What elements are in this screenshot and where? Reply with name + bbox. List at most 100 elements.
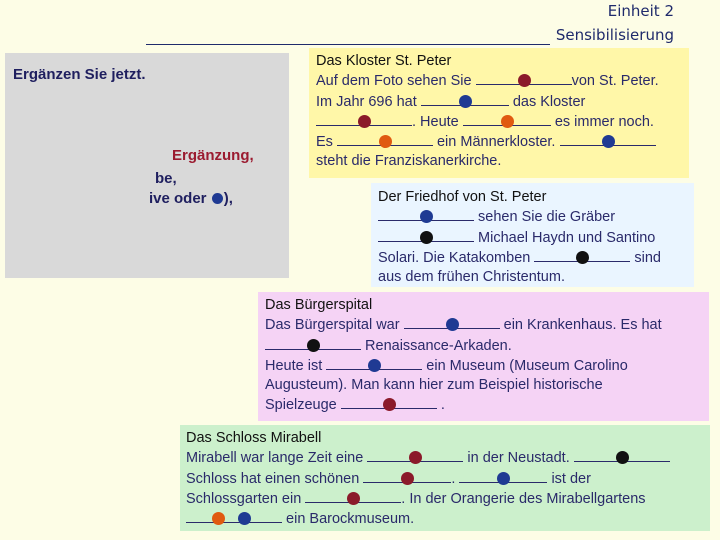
gap-field[interactable] xyxy=(367,448,464,465)
mirabell-line-1: Mirabell war lange Zeit eine in der Neus… xyxy=(186,448,710,468)
text: Es xyxy=(316,134,333,151)
blue-marker-icon xyxy=(420,210,433,224)
text: Michael Haydn und Santino xyxy=(478,229,656,246)
text: . xyxy=(451,470,456,487)
mirabell-line-4: ein Barockmuseum. xyxy=(186,509,710,529)
friedhof-line-2: Michael Haydn und Santino xyxy=(378,228,694,248)
red-marker-icon xyxy=(347,491,361,505)
friedhof-box: Der Friedhof von St. Peter sehen Sie die… xyxy=(371,183,694,287)
spital-box: Das Bürgerspital Das Bürgerspital war ei… xyxy=(258,292,709,421)
gap-field[interactable] xyxy=(378,228,474,244)
spital-line-3: Heute ist ein Museum (Museum Carolino xyxy=(265,356,709,376)
kloster-line-5: steht die Franziskanerkirche. xyxy=(316,152,689,171)
red-marker-icon xyxy=(358,114,371,128)
gap-field[interactable] xyxy=(420,92,509,108)
text: Heute ist xyxy=(265,357,323,374)
instruction-line-3: ive oder ), xyxy=(149,190,233,207)
spital-line-4: Augusteum). Man kann hier zum Beispiel h… xyxy=(265,376,709,395)
gap-field[interactable] xyxy=(326,356,423,372)
text: Renaissance-Arkaden. xyxy=(365,337,512,354)
kloster-box: Das Kloster St. Peter Auf dem Foto sehen… xyxy=(309,48,689,178)
gap-field[interactable] xyxy=(462,112,551,128)
red-marker-icon xyxy=(401,471,415,485)
text: in der Neustadt. xyxy=(467,450,570,467)
text: Das Bürgerspital war xyxy=(265,317,400,334)
text: ein Museum (Museum Carolino xyxy=(426,357,628,374)
gap-field[interactable] xyxy=(340,395,437,412)
blue-marker-icon xyxy=(497,471,511,485)
blue-marker-icon xyxy=(238,512,251,526)
instruction-title: Ergänzen Sie jetzt. xyxy=(13,66,146,83)
black-marker-icon xyxy=(307,338,320,352)
text: Spielzeuge xyxy=(265,397,337,414)
blue-marker-icon xyxy=(368,358,382,372)
blue-dot-icon xyxy=(211,193,223,204)
mirabell-line-3: Schlossgarten ein . In der Orangerie des… xyxy=(186,489,710,509)
black-marker-icon xyxy=(576,250,590,264)
orange-marker-icon xyxy=(212,512,225,526)
red-marker-icon xyxy=(517,74,531,88)
kloster-line-4: Es ein Männerkloster. xyxy=(316,132,689,152)
gap-field[interactable] xyxy=(459,469,548,485)
text: Mirabell war lange Zeit eine xyxy=(186,450,364,467)
gap-field[interactable] xyxy=(559,132,656,149)
orange-marker-icon xyxy=(500,114,514,128)
text: aus dem frühen Christentum. xyxy=(378,269,565,286)
text: ein Männerkloster. xyxy=(436,134,556,151)
text: ein Krankenhaus. Es hat xyxy=(503,317,662,334)
gap-field[interactable] xyxy=(363,469,452,485)
text: Schloss hat einen schönen xyxy=(186,470,360,487)
gap-field[interactable] xyxy=(475,71,572,88)
gap-field[interactable] xyxy=(186,509,282,526)
friedhof-line-4: aus dem frühen Christentum. xyxy=(378,268,694,287)
spital-title: Das Bürgerspital xyxy=(265,297,373,313)
text: . In der Orangerie des Mirabellgartens xyxy=(401,490,646,507)
text: von St. Peter. xyxy=(571,73,659,90)
spital-line-1: Das Bürgerspital war ein Krankenhaus. Es… xyxy=(265,315,709,335)
friedhof-line-1: sehen Sie die Gräber xyxy=(378,207,694,227)
text: sind xyxy=(634,249,661,266)
gap-field[interactable] xyxy=(534,248,631,264)
text: Augusteum). Man kann hier zum Beispiel h… xyxy=(265,377,603,394)
text: . Heute xyxy=(412,113,459,130)
gap-field[interactable] xyxy=(265,336,361,352)
red-marker-icon xyxy=(409,451,423,465)
blue-marker-icon xyxy=(601,135,615,149)
text: Auf dem Foto sehen Sie xyxy=(316,73,472,90)
topic-heading: Sensibilisierung xyxy=(555,26,674,44)
gap-field[interactable] xyxy=(403,315,500,332)
mirabell-title: Das Schloss Mirabell xyxy=(186,430,322,446)
text: Schlossgarten ein xyxy=(186,490,302,507)
instruction-line-2: be, xyxy=(155,170,177,187)
blue-marker-icon xyxy=(445,318,459,332)
text: ein Barockmuseum. xyxy=(286,511,415,528)
friedhof-title: Der Friedhof von St. Peter xyxy=(378,189,547,205)
gap-field[interactable] xyxy=(573,448,670,465)
kloster-line-3: . Heute es immer noch. xyxy=(316,112,689,132)
header-rule xyxy=(146,44,550,45)
gap-field[interactable] xyxy=(336,132,433,149)
instruction-panel: Ergänzen Sie jetzt. Ergänzung, be, ive o… xyxy=(5,53,289,278)
text: Im Jahr 696 hat xyxy=(316,93,417,110)
spital-line-5: Spielzeuge . xyxy=(265,395,709,415)
gap-field[interactable] xyxy=(316,112,412,128)
gap-field[interactable] xyxy=(305,489,402,505)
mirabell-box: Das Schloss Mirabell Mirabell war lange … xyxy=(180,425,710,531)
instruction-line-1: Ergänzung, xyxy=(172,147,254,164)
instruction-line-3-start: ive oder xyxy=(149,190,207,207)
instruction-line-3-end: ), xyxy=(223,190,233,207)
text: Solari. Die Katakomben xyxy=(378,249,531,266)
orange-marker-icon xyxy=(378,135,392,149)
black-marker-icon xyxy=(420,230,433,244)
kloster-line-2: Im Jahr 696 hat das Kloster xyxy=(316,92,689,112)
red-marker-icon xyxy=(382,398,396,412)
gap-field[interactable] xyxy=(378,207,474,224)
kloster-line-1: Auf dem Foto sehen Sie von St. Peter. xyxy=(316,71,689,91)
text: es immer noch. xyxy=(554,113,654,130)
text: steht die Franziskanerkirche. xyxy=(316,153,502,170)
unit-heading: Einheit 2 xyxy=(607,2,674,20)
blue-marker-icon xyxy=(458,94,472,108)
black-marker-icon xyxy=(615,451,629,465)
spital-line-2: Renaissance-Arkaden. xyxy=(265,336,709,356)
text: . xyxy=(440,397,445,414)
